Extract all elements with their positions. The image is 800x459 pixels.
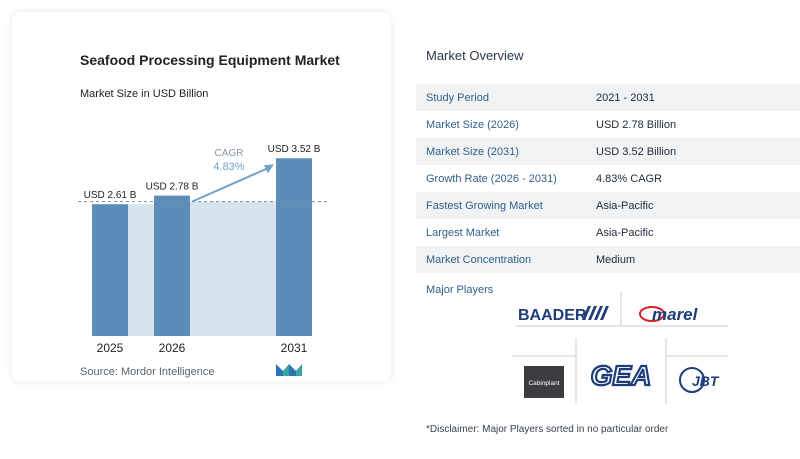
overview-row-value: Medium — [596, 253, 636, 266]
overview-row-value: USD 2.78 Billion — [596, 118, 677, 131]
overview-row-label: Fastest Growing Market — [426, 199, 543, 212]
x-tick-label: 2025 — [97, 341, 124, 355]
overview-row-value: 4.83% CAGR — [596, 172, 663, 185]
baader-logo-text: BAADER — [518, 307, 587, 324]
growth-band — [190, 201, 276, 336]
overview-row-label: Market Size (2026) — [426, 118, 519, 131]
jbt-logo-text: JBT — [692, 373, 720, 389]
data-label: USD 2.78 B — [146, 182, 199, 193]
overview-row-value: USD 3.52 Billion — [596, 145, 677, 158]
bar-chart: USD 2.61 B 2025 USD 2.78 B 2026 USD 3.52 B 20… — [78, 144, 330, 355]
overview-row: Market Size (2026) USD 2.78 Billion — [416, 111, 800, 138]
overview-table: Study Period 2021 - 2031 Market Size (2026… — [416, 84, 800, 273]
disclaimer-text: *Disclaimer: Major Players sorted in no … — [426, 424, 669, 435]
overview-row-label: Growth Rate (2026 - 2031) — [426, 172, 557, 185]
overview-row-label: Market Concentration — [426, 253, 532, 266]
cagr-arrow — [191, 166, 271, 203]
bar-2025 — [92, 204, 128, 336]
gea-logo: GEA — [590, 359, 653, 392]
data-label: USD 2.61 B — [84, 190, 137, 201]
market-overview-pane: Market Overview Study Period 2021 - 2031 M… — [416, 0, 800, 459]
gea-logo-text: GEA — [591, 360, 652, 391]
overview-row-label: Study Period — [426, 91, 489, 104]
overview-row-label: Market Size (2031) — [426, 145, 519, 158]
bar-2026 — [154, 195, 190, 336]
bar-2031 — [276, 158, 312, 336]
jbt-logo: JBT — [679, 367, 720, 393]
x-tick-label: 2026 — [159, 341, 186, 355]
overview-row-value: Asia-Pacific — [596, 199, 654, 212]
cagr-arrowhead — [264, 164, 274, 174]
chart-title: Seafood Processing Equipment Market — [80, 52, 340, 68]
cabinplant-logo: Cabinplant — [524, 366, 564, 398]
major-players-label: Major Players — [426, 284, 494, 296]
x-tick-label: 2031 — [281, 341, 308, 355]
marel-logo: marel — [639, 305, 699, 324]
overview-row: Fastest Growing Market Asia-Pacific — [416, 192, 800, 219]
baader-logo: BAADER — [518, 306, 609, 324]
overview-row-value: 2021 - 2031 — [596, 91, 655, 104]
player-logos: BAADER marel Cabinplant GEA — [512, 292, 728, 404]
overview-row: Market Size (2031) USD 3.52 Billion — [416, 138, 800, 165]
chart-subtitle: Market Size in USD Billion — [80, 88, 209, 100]
marel-logo-text: marel — [652, 305, 699, 324]
overview-row: Study Period 2021 - 2031 — [416, 84, 800, 111]
cagr-value: 4.83% — [213, 161, 244, 173]
overview-row: Growth Rate (2026 - 2031) 4.83% CAGR — [416, 165, 800, 192]
overview-row: Largest Market Asia-Pacific — [416, 219, 800, 246]
overview-row: Market Concentration Medium — [416, 246, 800, 273]
source-text: Source: Mordor Intelligence — [80, 366, 215, 378]
overview-row-label: Largest Market — [426, 226, 500, 239]
mordor-logo-icon — [276, 364, 302, 376]
cabinplant-logo-text: Cabinplant — [528, 380, 559, 387]
growth-band — [128, 204, 154, 336]
cagr-label: CAGR — [215, 148, 244, 159]
overview-title: Market Overview — [426, 48, 524, 63]
data-label: USD 3.52 B — [268, 144, 321, 155]
overview-row-value: Asia-Pacific — [596, 226, 654, 239]
